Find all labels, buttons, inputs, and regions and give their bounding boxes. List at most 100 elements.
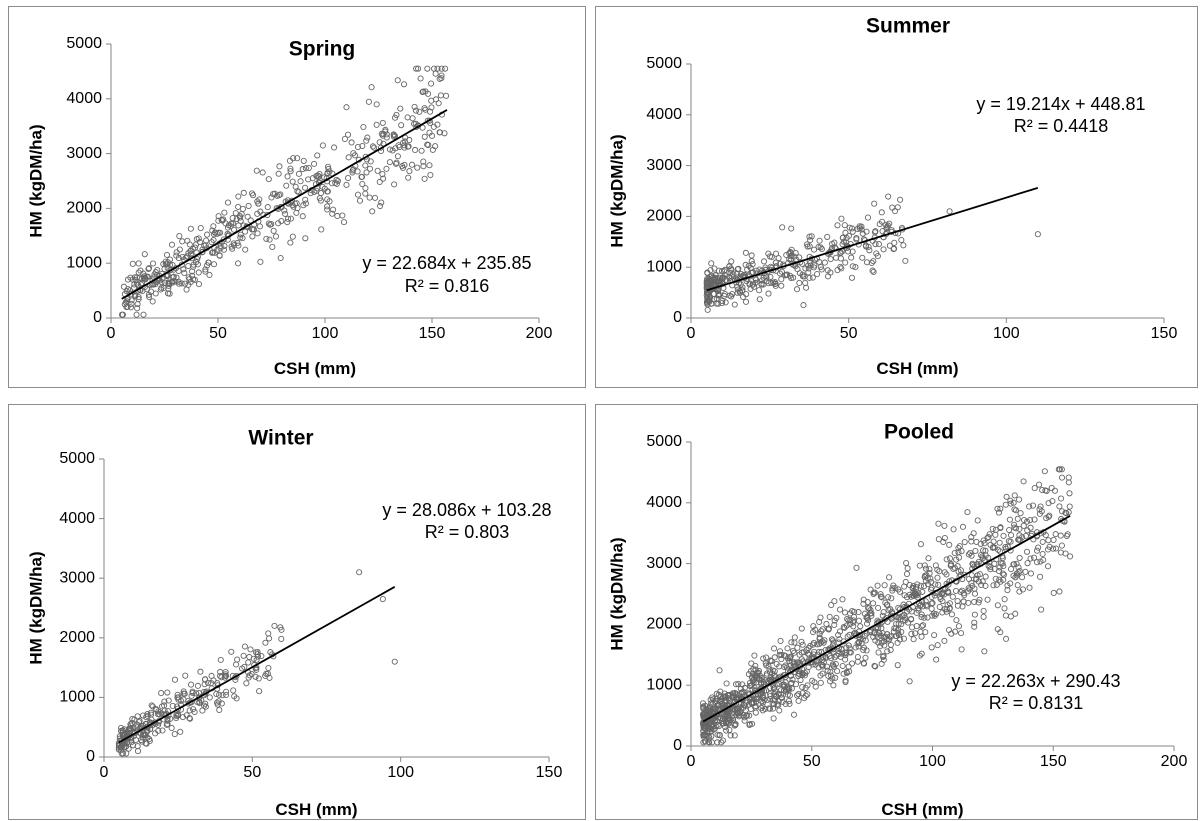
data-point [182,672,189,679]
data-point [164,715,171,722]
y-tick-label: 5000 [646,55,682,72]
data-point [831,654,838,661]
data-point [760,258,768,265]
data-point [1016,588,1023,595]
data-point [245,659,252,666]
data-point [878,209,885,216]
data-point [782,700,789,708]
data-point [434,65,441,72]
data-point [863,228,870,235]
data-point [850,623,857,630]
data-point [144,712,151,719]
data-point [222,669,229,676]
data-point [953,617,960,624]
data-point [788,225,795,232]
data-point [747,682,754,690]
data-point [378,199,385,206]
data-point [994,626,1001,633]
data-point [1016,525,1023,532]
data-point [187,225,194,232]
data-point [999,570,1006,577]
data-point [1035,544,1042,551]
data-point [889,204,896,211]
data-point [746,696,753,703]
data-point [711,725,718,732]
data-point [946,208,953,215]
data-point [228,220,235,227]
data-point [716,732,723,739]
data-point [982,573,989,580]
data-point [411,103,418,110]
data-point [940,589,947,596]
data-point [940,538,947,546]
data-point [997,505,1004,512]
data-point [230,226,238,233]
data-point [369,143,377,150]
x-tick-label: 100 [993,325,1020,342]
data-point [898,628,905,635]
trendline [702,515,1071,723]
data-point [866,605,873,612]
data-point [964,588,972,595]
data-point [278,626,285,633]
data-point [1041,468,1048,475]
data-point [850,617,857,624]
data-point [929,612,936,619]
data-point [971,590,979,597]
data-point [740,704,747,711]
data-point [420,88,427,95]
data-point [188,692,195,699]
data-point [980,607,987,614]
data-point [707,273,714,280]
data-point [904,594,911,601]
data-point [973,538,980,545]
data-point [871,589,878,596]
data-point [284,173,291,180]
data-point [210,249,217,256]
data-point [800,302,807,309]
data-point [238,211,245,218]
data-point [803,668,810,675]
data-point [791,661,798,668]
data-point [131,281,138,288]
data-point [265,176,272,183]
data-point [742,261,749,268]
data-point [742,249,749,256]
data-point [807,237,814,244]
data-point [726,726,733,733]
data-point [870,600,877,607]
data-point [995,509,1002,516]
data-point [393,159,400,166]
data-point [849,248,856,255]
data-point [790,647,797,654]
data-point [840,238,847,245]
data-point [265,220,272,227]
data-point [142,740,149,747]
data-point [954,602,961,609]
data-point [257,208,264,215]
data-point [827,678,834,685]
data-point [426,129,433,136]
data-point [1066,490,1073,497]
data-point [778,656,785,663]
data-point [964,509,971,516]
data-point [253,666,260,673]
data-point [848,254,855,261]
chart-panel-winter: Winter 0 1000 2000 3000 4000 5000 0 50 100 150 CSH … [8,404,586,820]
data-point [787,256,794,263]
scatter-points [703,193,1041,313]
data-point [945,626,953,634]
data-point [1037,573,1044,580]
data-point [215,217,222,224]
data-point [778,674,785,681]
data-point [980,613,987,620]
data-point [810,651,817,658]
data-point [864,620,871,627]
data-point [1026,584,1033,591]
data-point [807,642,814,649]
data-point [794,692,801,699]
data-point [886,574,893,581]
chart-title: Summer [866,15,950,38]
data-point [700,713,707,720]
data-point [180,266,187,273]
